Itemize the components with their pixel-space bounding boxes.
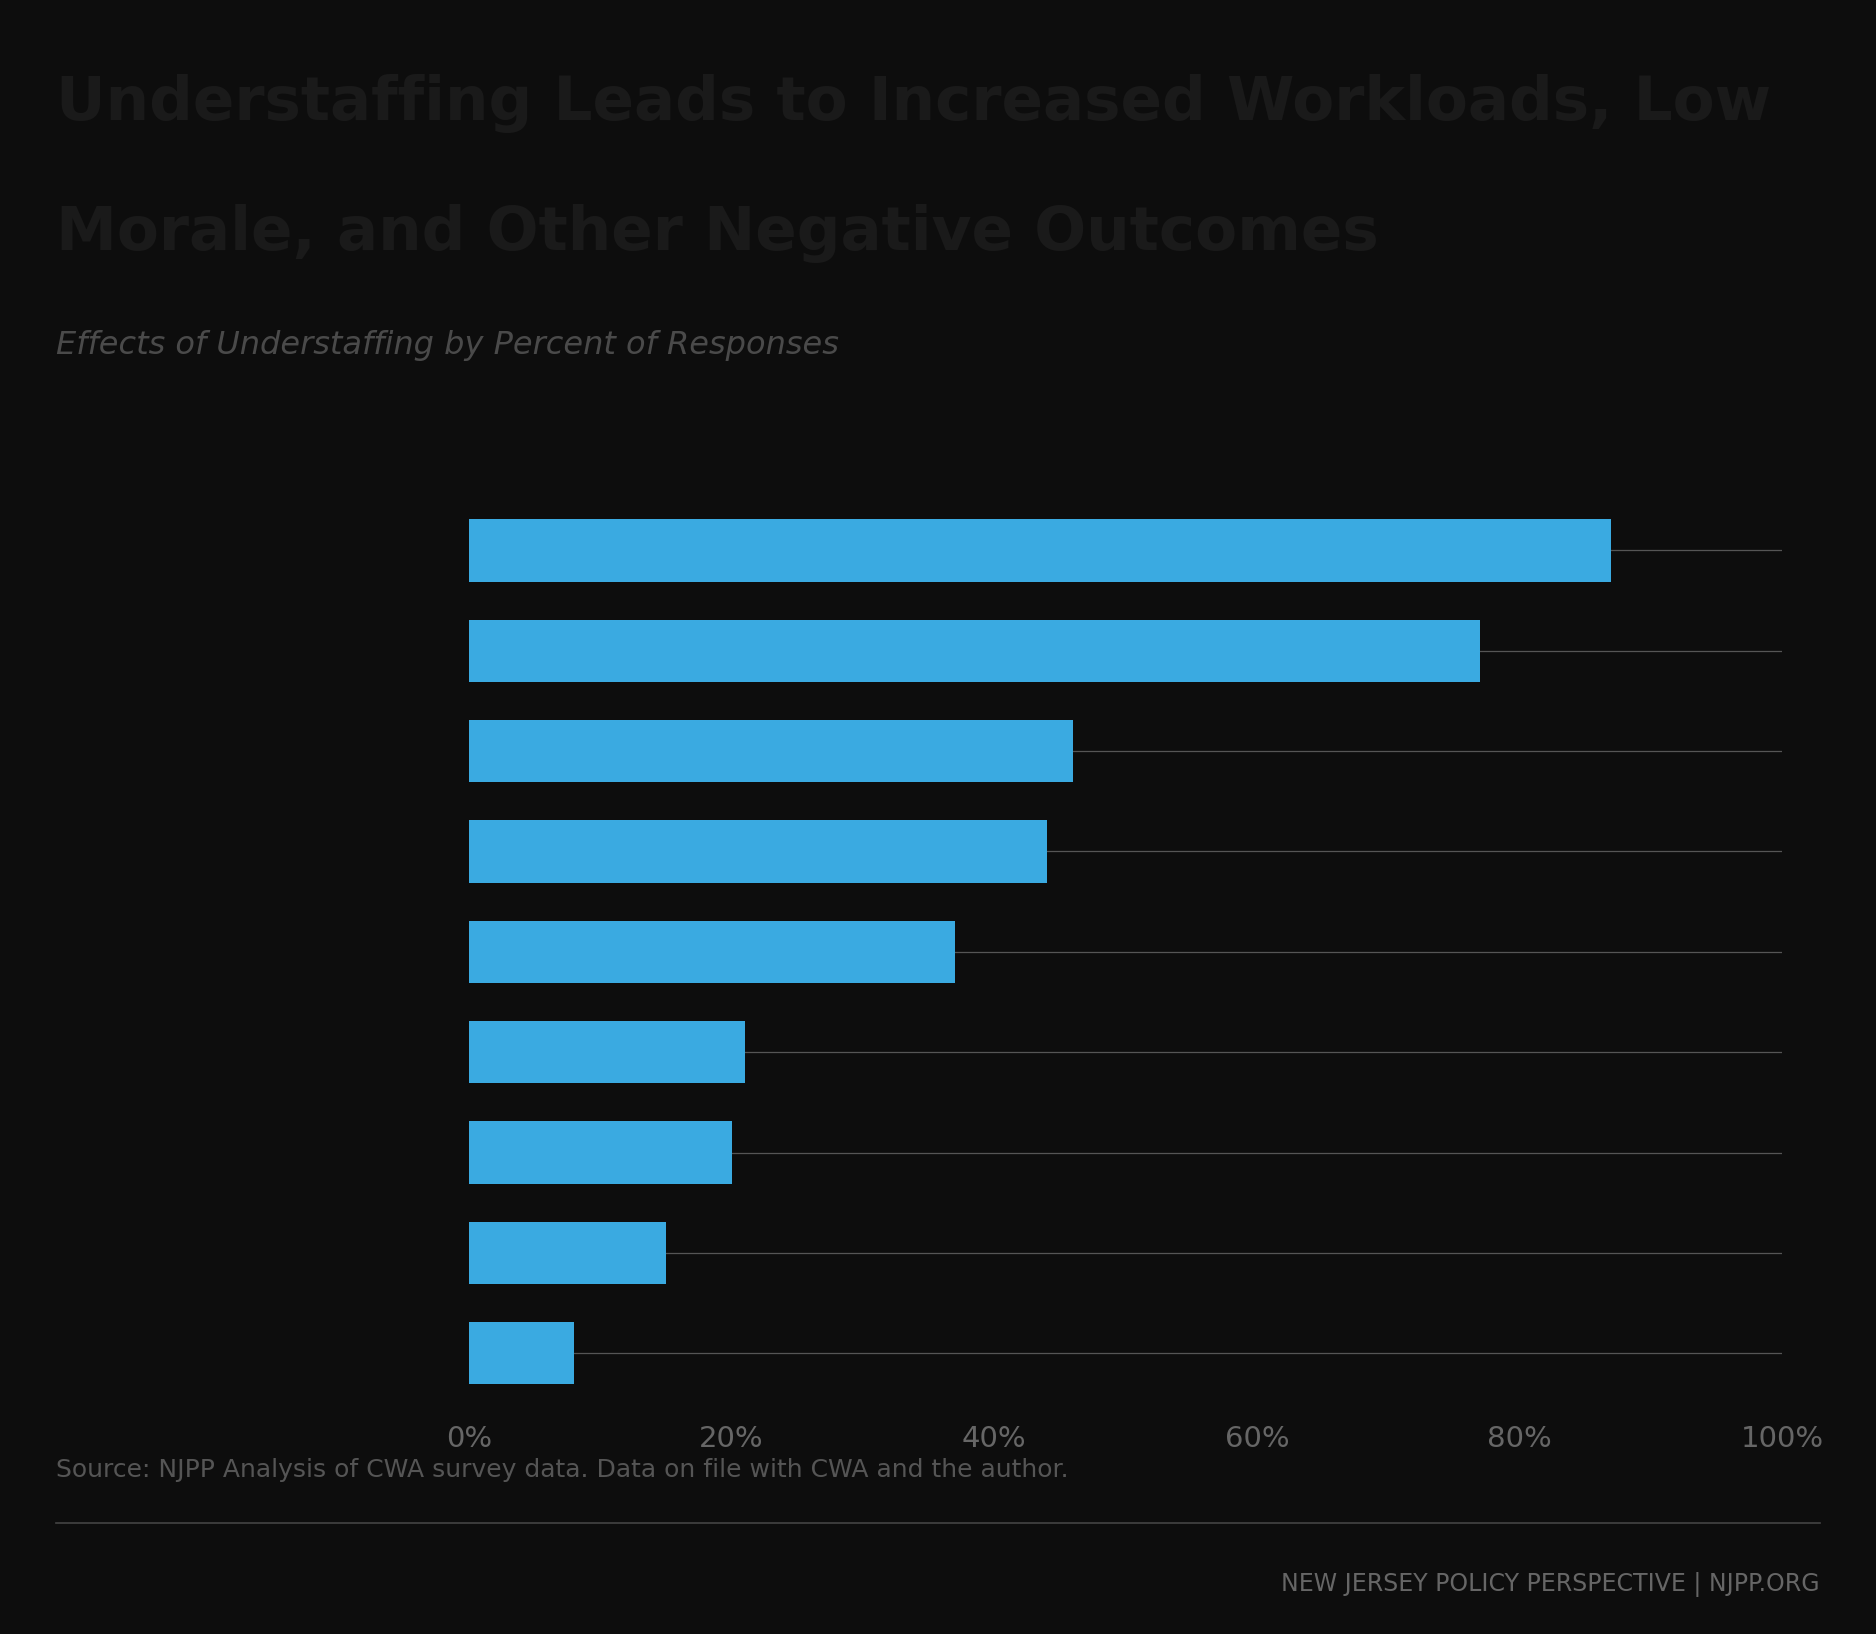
Text: NEW JERSEY POLICY PERSPECTIVE | NJPP.ORG: NEW JERSEY POLICY PERSPECTIVE | NJPP.ORG bbox=[1281, 1572, 1820, 1596]
Bar bbox=[469, 1222, 666, 1284]
Bar bbox=[469, 920, 955, 984]
Bar bbox=[469, 1322, 574, 1384]
Bar bbox=[469, 820, 1047, 882]
Text: Source: NJPP Analysis of CWA survey data. Data on file with CWA and the author.: Source: NJPP Analysis of CWA survey data… bbox=[56, 1458, 1069, 1482]
Text: Understaffing Leads to Increased Workloads, Low: Understaffing Leads to Increased Workloa… bbox=[56, 74, 1771, 132]
Text: Morale, and Other Negative Outcomes: Morale, and Other Negative Outcomes bbox=[56, 204, 1379, 263]
Bar bbox=[469, 619, 1480, 681]
Bar bbox=[469, 1121, 732, 1183]
Bar bbox=[469, 520, 1611, 582]
Text: Effects of Understaffing by Percent of Responses: Effects of Understaffing by Percent of R… bbox=[56, 330, 839, 361]
Bar bbox=[469, 721, 1073, 783]
Bar bbox=[469, 1021, 745, 1083]
